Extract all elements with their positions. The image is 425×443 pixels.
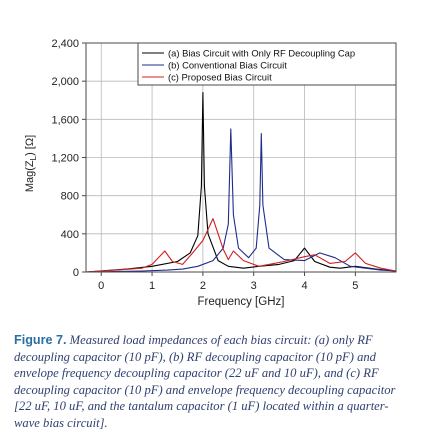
x-tick-label: 2 (200, 280, 206, 292)
x-tick-label: 1 (149, 280, 155, 292)
x-tick-label: 4 (301, 280, 307, 292)
series-line-b (85, 128, 397, 273)
chart-legend: (a) Bias Circuit with Only RF Decoupling… (137, 42, 397, 86)
x-axis-ticks: 0 1 2 3 4 5 (98, 272, 358, 292)
legend-entry-label: (c) Proposed Bias Circuit (168, 72, 272, 83)
y-axis-label-subscript: L (29, 155, 38, 160)
y-axis-label-main: Mag(Z (24, 160, 36, 192)
y-tick-label: 1,600 (51, 114, 79, 126)
x-tick-label: 5 (352, 280, 358, 292)
figure-caption: Figure 7. Measured load impedances of ea… (14, 332, 412, 431)
y-axis-label: Mag(ZL) [Ω] (24, 135, 38, 192)
legend-entry-label: (b) Conventional Bias Circuit (168, 60, 287, 71)
y-tick-label: 400 (61, 229, 79, 241)
series-line-c (85, 218, 397, 273)
y-axis-label-tail: ) [Ω] (24, 135, 36, 156)
y-tick-label: 1,200 (51, 153, 79, 165)
y-tick-label: 2,000 (51, 76, 79, 88)
x-tick-label: 0 (98, 280, 104, 292)
x-tick-label: 3 (251, 280, 257, 292)
y-tick-label: 0 (73, 267, 79, 279)
y-tick-label: 800 (61, 191, 79, 203)
legend-box (137, 42, 397, 86)
legend-entry-label: (a) Bias Circuit with Only RF Decoupling… (168, 48, 355, 59)
y-axis-ticks: 0 400 800 1,200 1,600 2,000 2,400 (51, 38, 86, 279)
caption-label: Figure 7. (14, 333, 67, 347)
y-tick-label: 2,400 (51, 38, 79, 50)
impedance-chart: 0 400 800 1,200 1,600 2,000 2,400 0 1 2 3 4 5 Frequ… (24, 38, 397, 308)
series-line-a (85, 92, 397, 273)
x-axis-label: Frequency [GHz] (198, 296, 285, 308)
chart-series (85, 92, 397, 273)
caption-text: Measured load impedances of each bias ci… (14, 333, 396, 430)
